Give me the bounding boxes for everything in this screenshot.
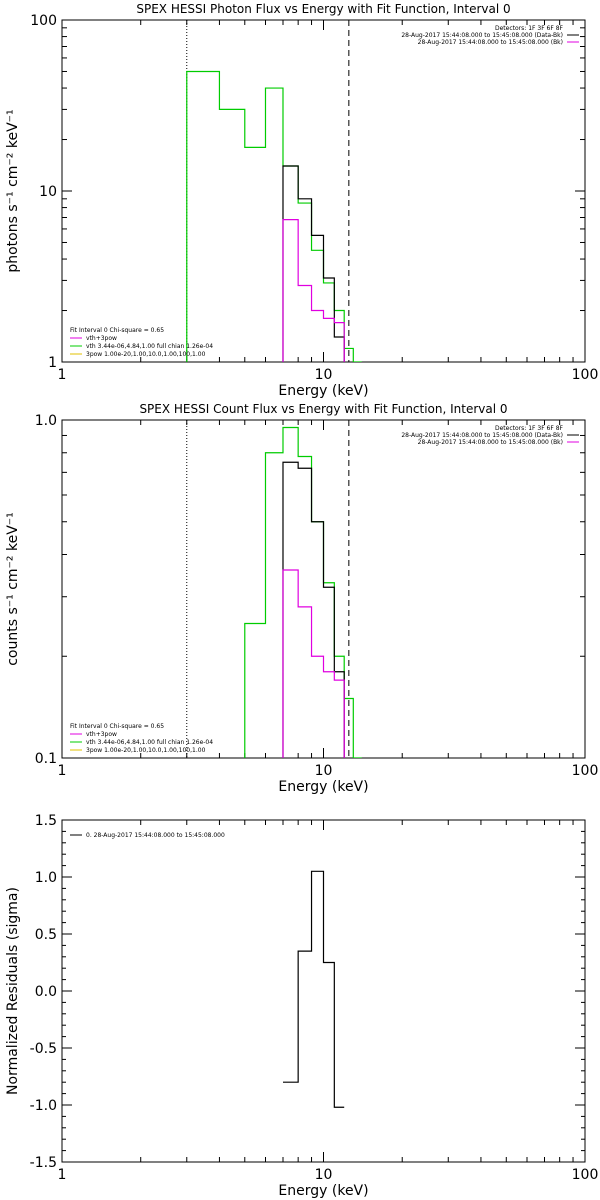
y-axis-label: Normalized Residuals (sigma)	[5, 887, 21, 1095]
x-tick-label: 1	[58, 1167, 67, 1183]
legend-entry: vth 3.44e-06,4.84,1.00 full chian 1.26e-…	[86, 343, 213, 350]
legend-entry: Fit Interval 0 Chi-square = 0.65	[70, 327, 164, 334]
x-tick-label: 10	[315, 1167, 333, 1183]
series-3	[282, 219, 345, 362]
y-tick-label: 0.0	[35, 984, 57, 1000]
x-axis-label: Energy (keV)	[278, 383, 368, 399]
y-tick-label: -1.5	[30, 1155, 57, 1171]
legend-entry: 28-Aug-2017 15:44:08.000 to 15:45:08.000…	[401, 32, 563, 39]
chart-panel-2: SPEX HESSI Count Flux vs Energy with Fit…	[5, 402, 598, 795]
y-tick-label: 1	[48, 355, 57, 371]
legend-entry: vth+3pow	[86, 731, 117, 738]
series-1	[282, 870, 345, 1108]
y-tick-label: 0.5	[35, 927, 57, 943]
legend-entry: 3pow 1.00e-20,1.00,10.0,1.00,100,1.00	[86, 747, 206, 754]
series-2	[282, 461, 345, 758]
series-step-line	[282, 569, 345, 758]
legend-entry: 28-Aug-2017 15:44:08.000 to 15:45:08.000…	[418, 439, 563, 446]
plot-frame	[61, 419, 586, 759]
y-axis-label: counts s⁻¹ cm⁻² keV⁻¹	[5, 512, 21, 666]
legend-entry: vth 3.44e-06,4.84,1.00 full chian 1.26e-…	[86, 739, 213, 746]
series-step-line	[186, 70, 362, 362]
legend-entry: vth+3pow	[86, 335, 117, 342]
y-tick-label: -1.0	[30, 1098, 57, 1114]
chart-panel-3: 1 10 100 1.5 1.0 0.5 0.0 -0.5 -1.0 -1.5 Energy (ke…	[5, 813, 598, 1199]
y-tick-label: -0.5	[30, 1041, 57, 1057]
series-3	[282, 569, 345, 758]
series-step-line	[282, 219, 345, 362]
y-tick-label: 1.5	[35, 813, 57, 829]
chart-title: SPEX HESSI Count Flux vs Energy with Fit…	[139, 402, 507, 416]
legend-entry: 0. 28-Aug-2017 15:44:08.000 to 15:45:08.…	[86, 832, 225, 839]
x-axis-label: Energy (keV)	[278, 779, 368, 795]
series-step-line	[282, 165, 345, 362]
chart-panel-1: SPEX HESSI Photon Flux vs Energy with Fi…	[5, 2, 598, 399]
x-tick-label: 10	[315, 763, 333, 779]
series-1	[186, 70, 362, 362]
y-tick-label: 1.0	[35, 413, 57, 429]
legend-entry: 28-Aug-2017 15:44:08.000 to 15:45:08.000…	[401, 432, 563, 439]
series-2	[282, 165, 345, 362]
legend-entry: Detectors: 1F 3F 6F 8F	[495, 25, 564, 32]
x-tick-label: 100	[572, 763, 599, 779]
legend-entry: 3pow 1.00e-20,1.00,10.0,1.00,100,1.00	[86, 351, 206, 358]
series-step-line	[282, 461, 345, 758]
x-tick-label: 100	[572, 1167, 599, 1183]
x-tick-label: 1	[58, 367, 67, 383]
y-tick-label: 10	[39, 184, 57, 200]
x-tick-label: 1	[58, 763, 67, 779]
legend-entry: Fit Interval 0 Chi-square = 0.65	[70, 723, 164, 730]
chart-title: SPEX HESSI Photon Flux vs Energy with Fi…	[136, 2, 510, 16]
y-axis-label: photons s⁻¹ cm⁻² keV⁻¹	[5, 109, 21, 272]
legend-entry: Detectors: 1F 3F 6F 8F	[495, 425, 564, 432]
y-tick-label: 1.0	[35, 870, 57, 886]
y-tick-label: 0.1	[35, 751, 57, 767]
legend-entry: 28-Aug-2017 15:44:08.000 to 15:45:08.000…	[418, 39, 563, 46]
x-axis-label: Energy (keV)	[278, 1183, 368, 1199]
x-tick-label: 100	[572, 367, 599, 383]
series-step-line	[282, 870, 345, 1108]
x-tick-label: 10	[315, 367, 333, 383]
y-tick-label: 100	[30, 13, 57, 29]
